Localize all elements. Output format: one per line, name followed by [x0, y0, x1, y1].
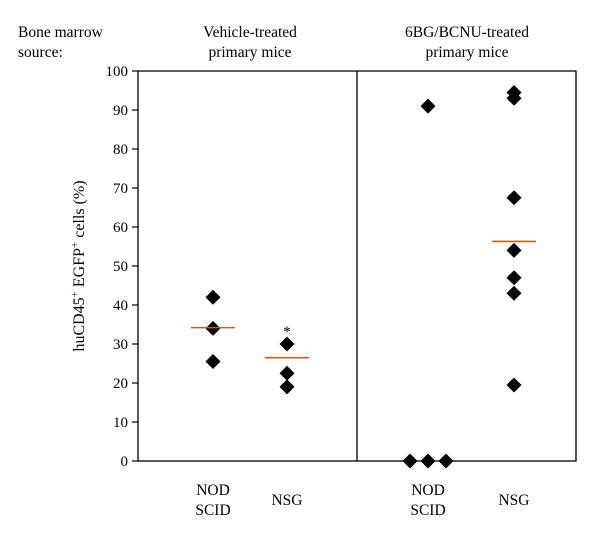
data-point-diamond	[506, 190, 522, 206]
y-axis-label-part: huCD45	[71, 297, 88, 351]
y-axis-label: huCD45+ EGFP+ cells (%)	[69, 180, 88, 351]
panel-title-line2: primary mice	[208, 44, 291, 61]
y-tick-label: 20	[113, 376, 128, 392]
header-label-line2: source:	[18, 44, 63, 61]
data-point-diamond	[279, 336, 295, 352]
data-point-diamond	[420, 98, 436, 114]
y-axis-label-part: cells (%)	[71, 180, 88, 241]
y-tick-label: 30	[113, 337, 128, 353]
y-tick-label: 90	[113, 103, 128, 119]
x-category-label: NSG	[498, 492, 529, 509]
data-point-diamond	[438, 453, 454, 469]
y-axis-label-superscript: +	[69, 291, 81, 297]
data-point-diamond	[420, 453, 436, 469]
data-point-diamond	[279, 365, 295, 381]
y-tick-label: 0	[121, 454, 129, 470]
y-axis-label-part: EGFP	[71, 248, 88, 291]
panel-title-line2: primary mice	[425, 44, 508, 61]
data-point-diamond	[205, 289, 221, 305]
y-tick-label: 60	[113, 220, 128, 236]
data-point-diamond	[402, 453, 418, 469]
data-point-diamond	[279, 379, 295, 395]
significance-asterisk: *	[283, 324, 291, 341]
data-point-diamond	[506, 242, 522, 258]
data-point-diamond	[506, 84, 522, 100]
y-axis-label-superscript: +	[69, 242, 81, 248]
panel-title-line1: Vehicle-treated	[203, 24, 297, 41]
data-point-diamond	[506, 285, 522, 301]
y-tick-label: 10	[113, 415, 128, 431]
x-category-label: NOD	[196, 482, 230, 499]
header-label-line1: Bone marrow	[18, 24, 104, 41]
y-tick-label: 40	[113, 298, 128, 314]
x-category-label: NOD	[411, 482, 445, 499]
y-tick-label: 80	[113, 142, 128, 158]
panel-title-line1: 6BG/BCNU-treated	[405, 24, 529, 41]
x-category-label: SCID	[410, 502, 445, 519]
x-category-label: NSG	[271, 492, 302, 509]
data-point-diamond	[205, 354, 221, 370]
data-point-diamond	[506, 377, 522, 393]
data-point-diamond	[506, 270, 522, 286]
x-category-label: SCID	[195, 502, 230, 519]
y-tick-label: 50	[113, 259, 128, 275]
y-tick-label: 100	[106, 64, 129, 80]
y-tick-label: 70	[113, 181, 128, 197]
